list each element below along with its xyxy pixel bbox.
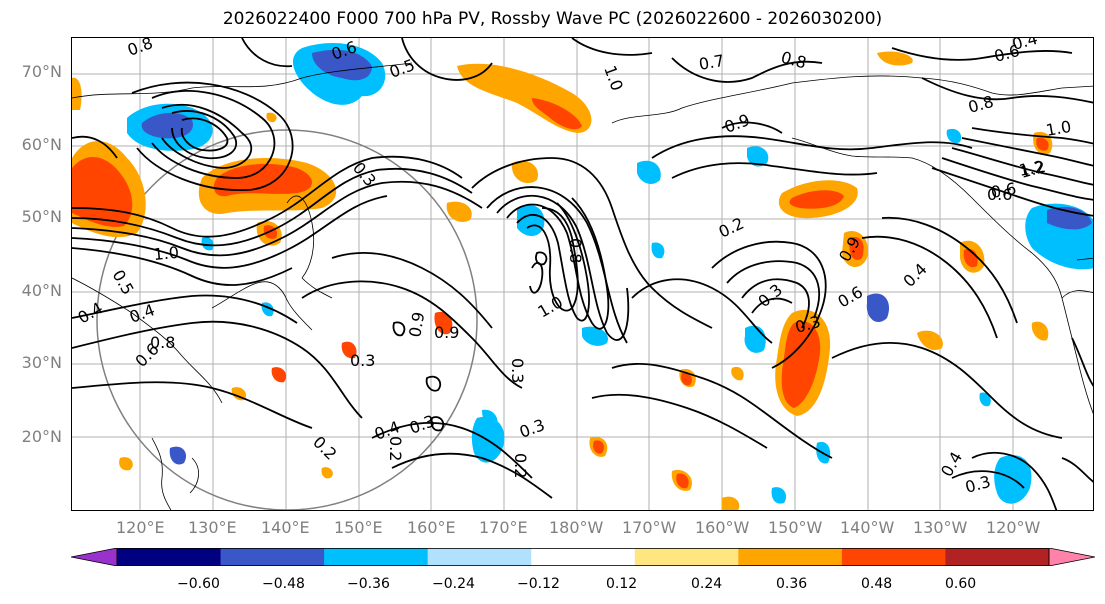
contour-label: 0.3 [350,351,375,370]
lat-label-20n: 20°N [21,427,62,446]
colorbar-tick: −0.48 [262,576,305,592]
contour-label: 0.3 [517,415,547,442]
colorbar-segment [634,548,739,566]
map-panel: 0.8 0.6 0.5 1.0 0.7 0.8 0.6 0.4 1.2 0.6 … [71,37,1094,511]
contour-label: 0.2 [716,214,747,242]
pv-contours [72,38,1093,510]
contour-label: 0.8 [779,48,809,73]
contour-label: 0.6 [989,179,1017,202]
contour-label: 0.2 [386,436,405,461]
colorbar-tick: 0.48 [861,576,893,592]
colorbar-tick: 0.60 [945,576,977,592]
contour-label: 0.4 [937,448,966,480]
contour-label: 1.0 [600,63,627,93]
colorbar-tick: −0.12 [517,576,560,592]
contour-label: 1.2 [1017,157,1045,180]
contour-label: 0.9 [722,110,752,137]
contour-label: 0.5 [109,267,138,299]
lat-label-40n: 40°N [21,281,62,300]
lon-label-140e: 140°E [261,518,310,537]
contour-label: 0.2 [511,453,530,478]
lon-label-170w: 170°W [622,518,677,537]
pv-anomaly-shading [72,43,1093,510]
colorbar-tick: 0.12 [606,576,638,592]
lat-label-60n: 60°N [21,135,62,154]
colorbar-segment [531,548,636,566]
colorbar-segment [117,548,222,566]
contour-label: 0.3 [963,472,993,497]
contour-label: 0.8 [566,238,585,263]
lon-label-120e: 120°E [116,518,165,537]
colorbar-tick: 0.36 [776,576,808,592]
colorbar-segment [738,548,843,566]
lat-label-50n: 50°N [21,207,62,226]
contour-label: 0.3 [508,358,527,383]
contour-label: 0.3 [754,280,786,311]
map-title: 2026022400 F000 700 hPa PV, Rossby Wave … [222,9,883,29]
contour-label: 0.8 [125,38,155,60]
colorbar-tick: −0.36 [347,576,390,592]
lon-label-150e: 150°E [334,518,383,537]
colorbar-segment [324,548,429,566]
contour-label: 0.8 [150,333,175,352]
contour-label: 0.4 [127,300,157,327]
contour-label: 0.7 [697,51,725,74]
colorbar [71,548,1095,566]
colorbar-tick: −0.24 [432,576,475,592]
colorbar-segments [71,548,1095,566]
colorbar-frame [116,548,1050,566]
pv-map: 0.8 0.6 0.5 1.0 0.7 0.8 0.6 0.4 1.2 0.6 … [72,38,1093,510]
lon-label-150w: 150°W [768,518,823,537]
contour-label: 0.9 [434,323,459,342]
lon-label-180w: 180°W [549,518,604,537]
colorbar-tick: 0.24 [691,576,723,592]
colorbar-segment [841,548,946,566]
contour-label: 1.0 [535,292,567,321]
lat-label-30n: 30°N [21,353,62,372]
lon-label-120w: 120°W [986,518,1041,537]
colorbar-segment [427,548,532,566]
contour-label: 0.6 [835,282,867,311]
lon-label-170e: 170°E [479,518,528,537]
lon-label-160e: 160°E [407,518,456,537]
highlight-circle [96,129,478,510]
contour-label: 0.9 [405,310,428,338]
colorbar-tick: −0.60 [177,576,220,592]
contour-label: 0.6 [987,185,1012,204]
lon-label-130w: 130°W [913,518,968,537]
colorbar-segment [945,548,1050,566]
lon-label-130e: 130°E [188,518,237,537]
contour-label: 0.3 [407,411,437,438]
contour-label: 0.4 [75,298,107,327]
colorbar-segment [220,548,325,566]
lon-label-160w: 160°W [695,518,750,537]
contour-label: 0.4 [899,259,930,290]
lat-label-70n: 70°N [21,62,62,81]
colorbar-segment [1048,548,1095,566]
lon-label-140w: 140°W [840,518,895,537]
colorbar-segment [71,548,118,566]
contour-label: 1.0 [1044,117,1072,140]
contour-label: 1.0 [153,243,180,264]
